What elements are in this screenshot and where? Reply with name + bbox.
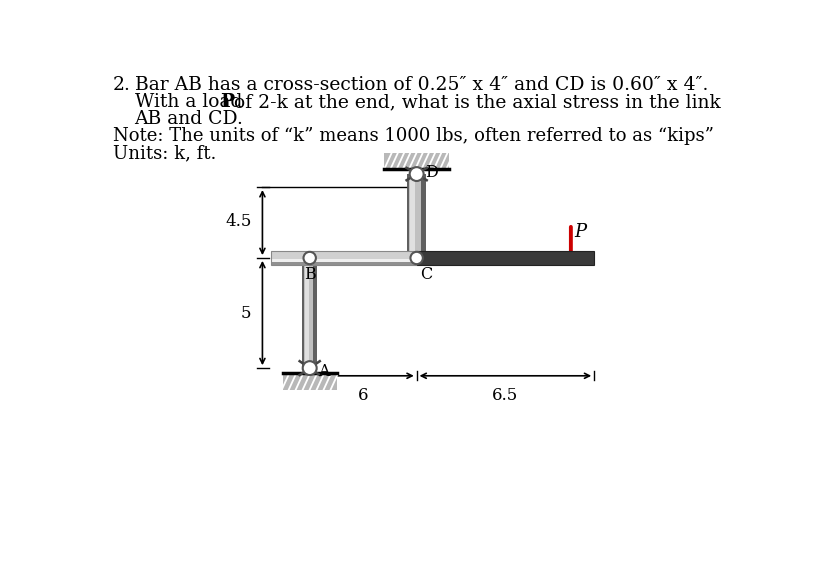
Text: 5: 5 — [241, 305, 251, 321]
Text: P: P — [574, 223, 587, 241]
Text: A: A — [318, 363, 330, 380]
Circle shape — [303, 361, 317, 375]
Text: 6.5: 6.5 — [492, 386, 518, 403]
Bar — [417, 251, 594, 264]
Bar — [407, 174, 426, 258]
Bar — [313, 258, 316, 368]
Text: C: C — [419, 266, 432, 282]
Bar — [420, 174, 424, 258]
Bar — [384, 153, 449, 170]
Text: B: B — [304, 266, 316, 282]
Bar — [305, 258, 309, 368]
Text: Bar AB has a cross-section of 0.25″ x 4″ and CD is 0.60″ x 4″.: Bar AB has a cross-section of 0.25″ x 4″… — [135, 76, 708, 94]
Circle shape — [410, 167, 424, 181]
Text: AB and CD.: AB and CD. — [135, 110, 243, 128]
Bar — [271, 262, 417, 264]
Text: 2.: 2. — [113, 76, 131, 94]
Bar — [304, 258, 316, 368]
Circle shape — [304, 252, 316, 264]
Circle shape — [410, 252, 423, 264]
Text: 6: 6 — [358, 386, 369, 403]
Bar — [417, 251, 594, 264]
Bar — [271, 251, 417, 264]
Text: Note: The units of “k” means 1000 lbs, often referred to as “kips”: Note: The units of “k” means 1000 lbs, o… — [113, 127, 714, 145]
Text: D: D — [425, 164, 438, 181]
Bar — [271, 251, 417, 264]
Bar — [409, 174, 424, 258]
Bar — [302, 258, 317, 368]
Bar — [282, 373, 337, 390]
Bar — [410, 174, 415, 258]
Bar — [271, 259, 417, 263]
Text: 4.5: 4.5 — [225, 212, 251, 229]
Text: With a load: With a load — [135, 93, 248, 111]
Text: of 2-k at the end, what is the axial stress in the link: of 2-k at the end, what is the axial str… — [228, 93, 721, 111]
Text: P: P — [220, 93, 234, 111]
Text: Units: k, ft.: Units: k, ft. — [113, 144, 216, 162]
